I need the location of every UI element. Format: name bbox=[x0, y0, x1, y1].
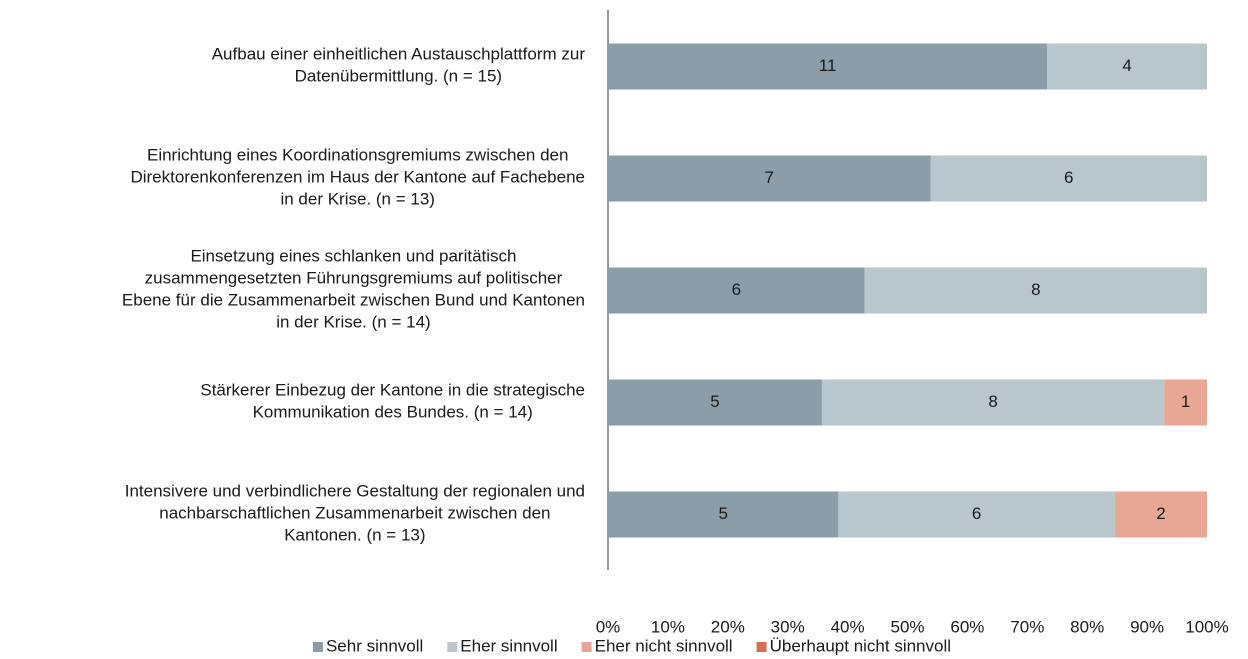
data-label: 8 bbox=[988, 392, 997, 411]
bar-segment bbox=[821, 379, 1165, 426]
legend-swatch bbox=[312, 642, 323, 652]
data-label: 2 bbox=[1156, 504, 1165, 523]
x-tick-label: 60% bbox=[950, 617, 984, 636]
bar-segment bbox=[1114, 491, 1207, 538]
bar-segment bbox=[608, 379, 822, 426]
data-label: 4 bbox=[1122, 56, 1131, 75]
bar-segment bbox=[608, 267, 865, 314]
legend-label: Sehr sinnvoll bbox=[326, 636, 423, 655]
x-tick-label: 100% bbox=[1185, 617, 1228, 636]
legend-swatch bbox=[581, 642, 592, 652]
data-label: 6 bbox=[732, 280, 741, 299]
category-label: Aufbau einer einheitlichen Austauschplat… bbox=[212, 45, 586, 86]
legend-swatch bbox=[756, 642, 767, 652]
data-label: 1 bbox=[1181, 392, 1190, 411]
bar-segment bbox=[930, 155, 1207, 202]
data-label: 11 bbox=[819, 56, 837, 75]
bar-segment bbox=[1047, 43, 1207, 90]
data-label: 5 bbox=[718, 504, 727, 523]
data-label: 5 bbox=[710, 392, 719, 411]
x-tick-label: 50% bbox=[890, 617, 924, 636]
legend: Sehr sinnvoll Eher sinnvoll Eher nicht sin… bbox=[312, 636, 951, 655]
bar-segment bbox=[864, 267, 1207, 314]
x-tick-label: 20% bbox=[711, 617, 745, 636]
category-label: Stärkerer Einbezug der Kantone in die st… bbox=[200, 381, 585, 422]
data-label: 7 bbox=[765, 168, 774, 187]
x-tick-label: 80% bbox=[1070, 617, 1104, 636]
x-tick-label: 30% bbox=[771, 617, 805, 636]
x-tick-label: 90% bbox=[1130, 617, 1164, 636]
x-tick-label: 40% bbox=[831, 617, 865, 636]
x-tick-label: 70% bbox=[1010, 617, 1044, 636]
legend-label: Eher nicht sinnvoll bbox=[595, 636, 733, 655]
bar-segment bbox=[608, 43, 1048, 90]
legend-swatch bbox=[447, 642, 458, 652]
bar-segment bbox=[608, 491, 839, 538]
data-label: 6 bbox=[1064, 168, 1073, 187]
category-label: Einsetzung eines schlanken und paritätis… bbox=[122, 247, 585, 332]
x-tick-label: 10% bbox=[651, 617, 685, 636]
bar-segment bbox=[838, 491, 1115, 538]
x-tick-label: 0% bbox=[596, 617, 621, 636]
data-label: 8 bbox=[1031, 280, 1040, 299]
bar-segment bbox=[608, 155, 931, 202]
bar-segment bbox=[1164, 379, 1207, 426]
category-label: Einrichtung eines Koordinationsgremiums … bbox=[130, 146, 585, 209]
legend-label: Eher sinnvoll bbox=[460, 636, 557, 655]
category-label: Intensivere und verbindlichere Gestaltun… bbox=[125, 482, 585, 545]
legend-label: Überhaupt nicht sinnvoll bbox=[770, 636, 951, 655]
data-label: 6 bbox=[972, 504, 981, 523]
